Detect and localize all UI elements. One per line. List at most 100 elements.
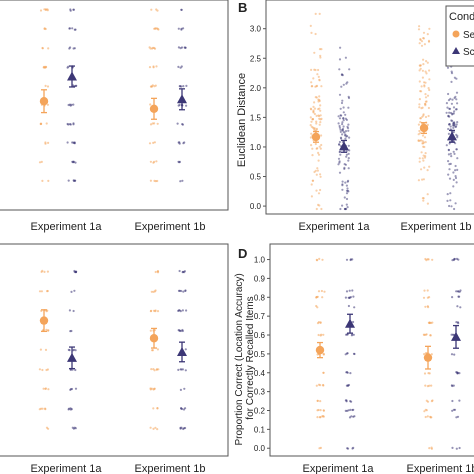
raw-data-point [44, 387, 47, 390]
raw-data-point [431, 321, 434, 324]
raw-data-point [419, 117, 422, 120]
raw-data-point [47, 47, 50, 50]
raw-data-point [68, 27, 71, 30]
raw-data-point [317, 159, 320, 162]
raw-data-point [178, 160, 181, 163]
raw-data-point [455, 181, 458, 184]
raw-data-point [352, 295, 355, 298]
raw-data-point [71, 27, 74, 30]
raw-data-point [342, 119, 345, 122]
raw-data-point [178, 141, 181, 144]
raw-data-point [426, 202, 429, 205]
panel-b-xtick-2: Experiment 1b [401, 221, 472, 233]
raw-data-point [424, 93, 427, 96]
raw-data-point [446, 199, 449, 202]
raw-data-point [149, 179, 152, 182]
raw-data-point [71, 160, 74, 163]
raw-data-point [319, 400, 322, 403]
raw-data-point [319, 56, 322, 59]
raw-data-point [72, 122, 75, 125]
raw-data-point [351, 289, 354, 292]
raw-data-point [72, 160, 75, 163]
raw-data-point [427, 87, 430, 90]
raw-data-point [317, 203, 320, 206]
raw-data-point [153, 179, 156, 182]
raw-data-point [184, 369, 187, 372]
raw-data-point [74, 387, 78, 390]
raw-data-point [156, 407, 159, 410]
panel-c: Experiment 1a Experiment 1b [0, 243, 229, 474]
raw-data-point [67, 65, 70, 68]
raw-data-point [418, 25, 421, 28]
raw-data-point [317, 192, 321, 195]
raw-data-point [346, 180, 349, 183]
raw-data-point [419, 64, 422, 67]
raw-data-point [154, 27, 157, 30]
raw-data-point [346, 187, 349, 190]
raw-data-point [422, 58, 425, 61]
raw-data-point [318, 123, 321, 126]
raw-data-point [310, 144, 313, 147]
raw-data-point [425, 409, 428, 412]
raw-data-point [68, 349, 71, 352]
raw-data-point [45, 368, 48, 372]
raw-data-point [317, 321, 320, 324]
raw-data-point [450, 72, 454, 75]
raw-data-point [423, 145, 426, 149]
raw-data-point [70, 290, 73, 293]
panel-b-ytick-label: 1.5 [250, 113, 262, 122]
raw-data-point [176, 122, 179, 125]
mean-marker-triangle [345, 318, 355, 328]
raw-data-point [347, 152, 350, 155]
mean-marker-triangle [339, 141, 349, 151]
raw-data-point [426, 123, 429, 126]
raw-data-point [181, 123, 184, 126]
raw-data-point [317, 100, 320, 103]
raw-data-point [423, 289, 426, 292]
panel-d-xtick-2: Experiment 1b [407, 463, 474, 474]
raw-data-point [344, 207, 347, 211]
panel-d-ytick-label: 0.2 [254, 406, 266, 415]
raw-data-point [181, 179, 184, 182]
raw-data-point [152, 65, 155, 68]
raw-data-point [69, 46, 72, 49]
raw-data-point [347, 95, 350, 98]
raw-data-point [424, 96, 428, 99]
raw-data-point [177, 368, 180, 371]
mean-marker-triangle [177, 346, 187, 356]
raw-data-point [311, 179, 314, 182]
panel-b-frame [265, 0, 474, 215]
raw-data-point [149, 329, 152, 332]
raw-data-point [340, 101, 344, 105]
raw-data-point [424, 70, 427, 73]
raw-data-point [417, 179, 420, 182]
raw-data-point [455, 148, 458, 151]
raw-data-point [341, 183, 344, 186]
raw-data-point [422, 154, 425, 157]
raw-data-point [72, 47, 75, 50]
raw-data-point [181, 329, 184, 333]
raw-data-point [315, 189, 318, 192]
raw-data-point [351, 408, 354, 412]
raw-data-point [449, 199, 452, 202]
raw-data-point [156, 270, 160, 273]
raw-data-point [451, 259, 454, 262]
raw-data-point [68, 407, 71, 410]
legend: Condi Se Sc [445, 5, 474, 67]
raw-data-point [320, 85, 323, 88]
raw-data-point [150, 8, 153, 11]
raw-data-point [344, 409, 347, 412]
raw-data-point [425, 100, 428, 103]
raw-data-point [453, 121, 456, 124]
raw-data-point [74, 270, 77, 274]
raw-data-point [46, 103, 50, 106]
raw-data-point [313, 112, 316, 116]
raw-data-point [450, 353, 454, 356]
raw-data-point [450, 205, 453, 208]
raw-data-point [319, 175, 322, 178]
raw-data-point [450, 333, 453, 336]
raw-data-point [316, 409, 319, 412]
raw-data-point [178, 103, 181, 106]
raw-data-point [156, 348, 159, 351]
raw-data-point [428, 27, 431, 30]
